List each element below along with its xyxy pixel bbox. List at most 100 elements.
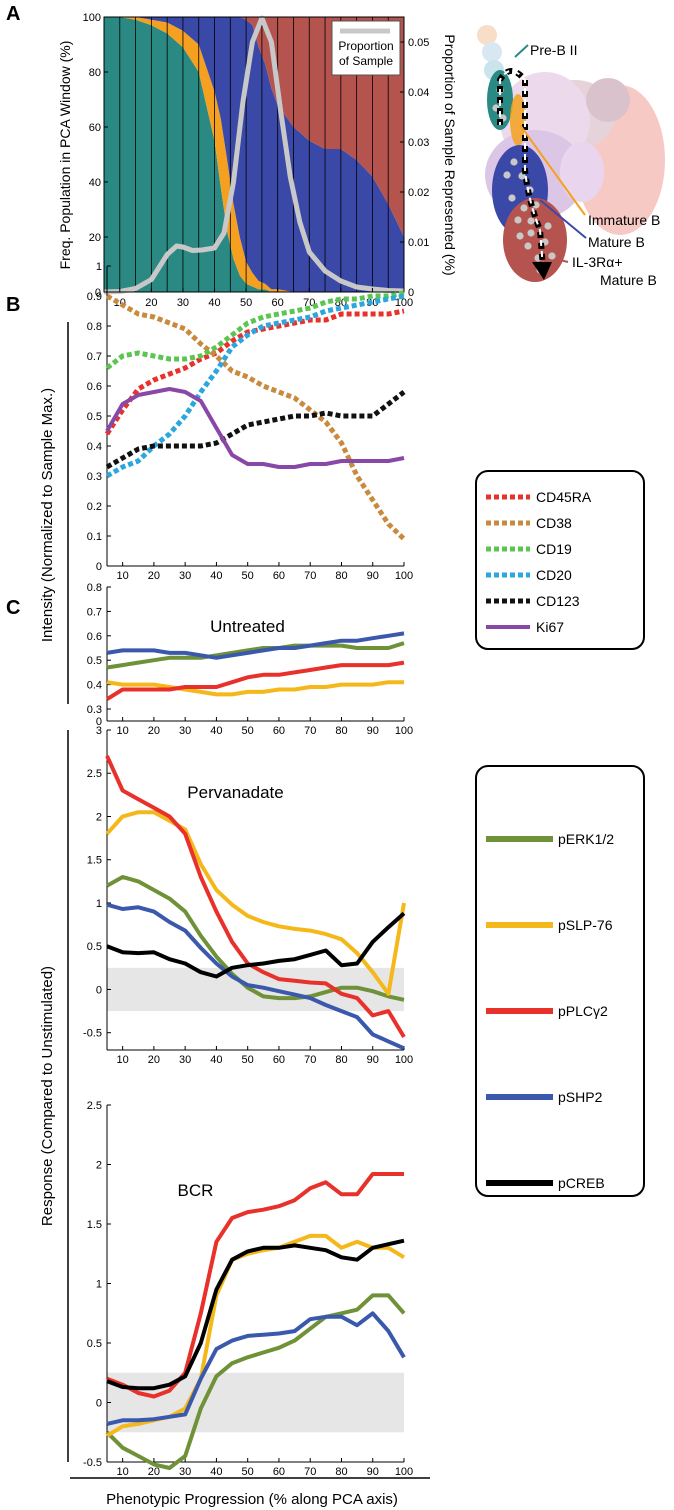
y2-tick-label: 0.01 — [408, 237, 429, 249]
panel-c-legend: pERK1/2 pSLP-76 pPLCγ2 pSHP2 pCREB — [475, 765, 645, 1197]
x-tick-label: 50 — [242, 1466, 254, 1478]
y-tick-label: 0 — [96, 1398, 102, 1410]
y-tick-label: 0.5 — [87, 655, 102, 667]
x-tick-label: 50 — [242, 570, 254, 582]
x-tick-label: 50 — [242, 725, 254, 737]
il3-label-line2: Mature B — [600, 272, 657, 288]
x-tick-label: 70 — [304, 1466, 316, 1478]
immature-b-pointer — [519, 124, 586, 216]
y-tick-label: 0 — [96, 984, 102, 996]
area-il-3r-mature-b — [104, 17, 404, 237]
window-dividers — [119, 17, 389, 292]
precursor-cell-2 — [482, 42, 502, 62]
legend-label-perk1-2: pERK1/2 — [558, 831, 614, 847]
y-tick-label: 2.5 — [87, 1100, 102, 1112]
x-tick-label: 70 — [304, 725, 316, 737]
x-tick-label: 40 — [210, 1054, 222, 1066]
legend-label-cd45ra: CD45RA — [536, 489, 592, 505]
area-pre-b-ii — [104, 17, 404, 292]
y2-tick-label: 0 — [408, 287, 414, 299]
background-blob-4 — [586, 78, 630, 122]
panel-a-y-label: Freq. Population in PCA Window (%) — [57, 41, 73, 270]
y-tick-label: -0.5 — [83, 1028, 102, 1040]
cell-dot — [510, 158, 518, 166]
x-tick-label: 60 — [273, 1054, 285, 1066]
series-line-pcreb — [106, 1238, 405, 1391]
series-line-perk1-2 — [105, 1293, 406, 1470]
x-tick-label: 10 — [117, 1466, 129, 1478]
cell-dot — [508, 194, 516, 202]
x-tick-label: 90 — [367, 725, 379, 737]
y-tick-label: 3 — [96, 725, 102, 737]
x-tick-label: 60 — [273, 1466, 285, 1478]
panel-letter-a: A — [6, 3, 20, 25]
x-tick-label: 40 — [208, 297, 220, 309]
legend-label-pplc-2: pPLCγ2 — [558, 1003, 608, 1019]
y-tick-label: 0.5 — [87, 941, 102, 953]
cell-dot — [514, 216, 522, 224]
y-tick-label: 40 — [89, 177, 101, 189]
x-tick-label: 90 — [367, 570, 379, 582]
x-tick-label: 40 — [210, 725, 222, 737]
null-band — [107, 1372, 404, 1433]
y-tick-label: -0.5 — [83, 1457, 102, 1469]
x-tick-label: 100 — [395, 570, 413, 582]
cell-dot — [548, 252, 556, 260]
intensity-y-label: Intensity (Normalized to Sample Max.) — [39, 388, 56, 642]
x-tick-label: 90 — [367, 1466, 379, 1478]
y-tick-label: 2 — [96, 811, 102, 823]
panel-a-chart: 10 20 30 40 50 60 70 80 90 10002040608010000.010.… — [57, 12, 458, 309]
x-tick-label: 80 — [335, 570, 347, 582]
y-tick-label: 0.9 — [87, 291, 102, 303]
y-tick-label: 20 — [89, 232, 101, 244]
cell-dot — [516, 232, 524, 240]
legend-label-cd38: CD38 — [536, 515, 572, 531]
x-tick-label: 30 — [179, 1054, 191, 1066]
cell-lineage-diagram: Pre-B II Immature B Mature B IL-3Rα+ Mat… — [477, 25, 665, 288]
y-tick-label: 0.5 — [87, 1338, 102, 1350]
y-tick-label: 0.3 — [87, 471, 102, 483]
x-tick-label: 100 — [395, 297, 413, 309]
legend-label-cd20: CD20 — [536, 567, 572, 583]
x-tick-label: 40 — [210, 1466, 222, 1478]
y-tick-label: 0.4 — [87, 441, 102, 453]
panel-letter-c1: C — [6, 597, 20, 619]
y-tick-label: 1 — [96, 1279, 102, 1291]
panel-letter-b: B — [6, 294, 20, 316]
panel-c-pervanadate-chart: 10 20 30 40 50 60 70 80 90 100 -0.5 0 0.5 1 1.5 2 2.5 3 Pe… — [83, 725, 413, 1066]
x-tick-label: 20 — [148, 725, 160, 737]
y-tick-label: 0.6 — [87, 381, 102, 393]
y-tick-label: 80 — [89, 67, 101, 79]
panel-b-legend: CD45RA CD38 CD19 CD20 CD123 Ki67 — [475, 470, 645, 650]
legend-label-cd123: CD123 — [536, 593, 580, 609]
x-tick-label: 50 — [242, 1054, 254, 1066]
x-tick-label: 50 — [240, 297, 252, 309]
y2-tick-label: 0.05 — [408, 37, 429, 49]
x-tick-label: 20 — [148, 570, 160, 582]
y-tick-label: 1 — [96, 898, 102, 910]
y2-tick-label: 0.04 — [408, 87, 429, 99]
panel-a-legend: Proportion of Sample — [331, 20, 401, 76]
cell-dot — [520, 204, 528, 212]
panel-c-bcr-chart: 10 20 30 40 50 60 70 80 90 100 -0.5 0 0.5 1 1.5 2 2.5 BCR — [83, 1100, 413, 1478]
series-line-pplc-2 — [105, 755, 406, 1039]
cell-dot — [524, 242, 532, 250]
mature-b-pointer — [539, 199, 587, 239]
series-line-pplc-2 — [105, 660, 405, 701]
x-axis-label: Phenotypic Progression (% along PCA axis… — [106, 1491, 398, 1508]
panel-b-legend-box — [475, 470, 645, 650]
legend-label-pshp2: pSHP2 — [558, 1089, 603, 1105]
series-line-pplc-2 — [106, 1172, 404, 1399]
x-tick-label: 40 — [210, 570, 222, 582]
x-tick-label: 90 — [367, 1054, 379, 1066]
series-line-cd20 — [105, 293, 405, 479]
y-tick-label: 0.2 — [87, 501, 102, 513]
y-tick-label: 0 — [96, 561, 102, 573]
series-line-pshp2 — [106, 1311, 406, 1426]
series-line-cd19 — [105, 290, 405, 370]
y2-tick-label: 0.02 — [408, 187, 429, 199]
x-tick-label: 30 — [177, 297, 189, 309]
panel-a-frame — [103, 16, 405, 293]
x-tick-label: 70 — [304, 570, 316, 582]
y-tick-label: 0.6 — [87, 631, 102, 643]
